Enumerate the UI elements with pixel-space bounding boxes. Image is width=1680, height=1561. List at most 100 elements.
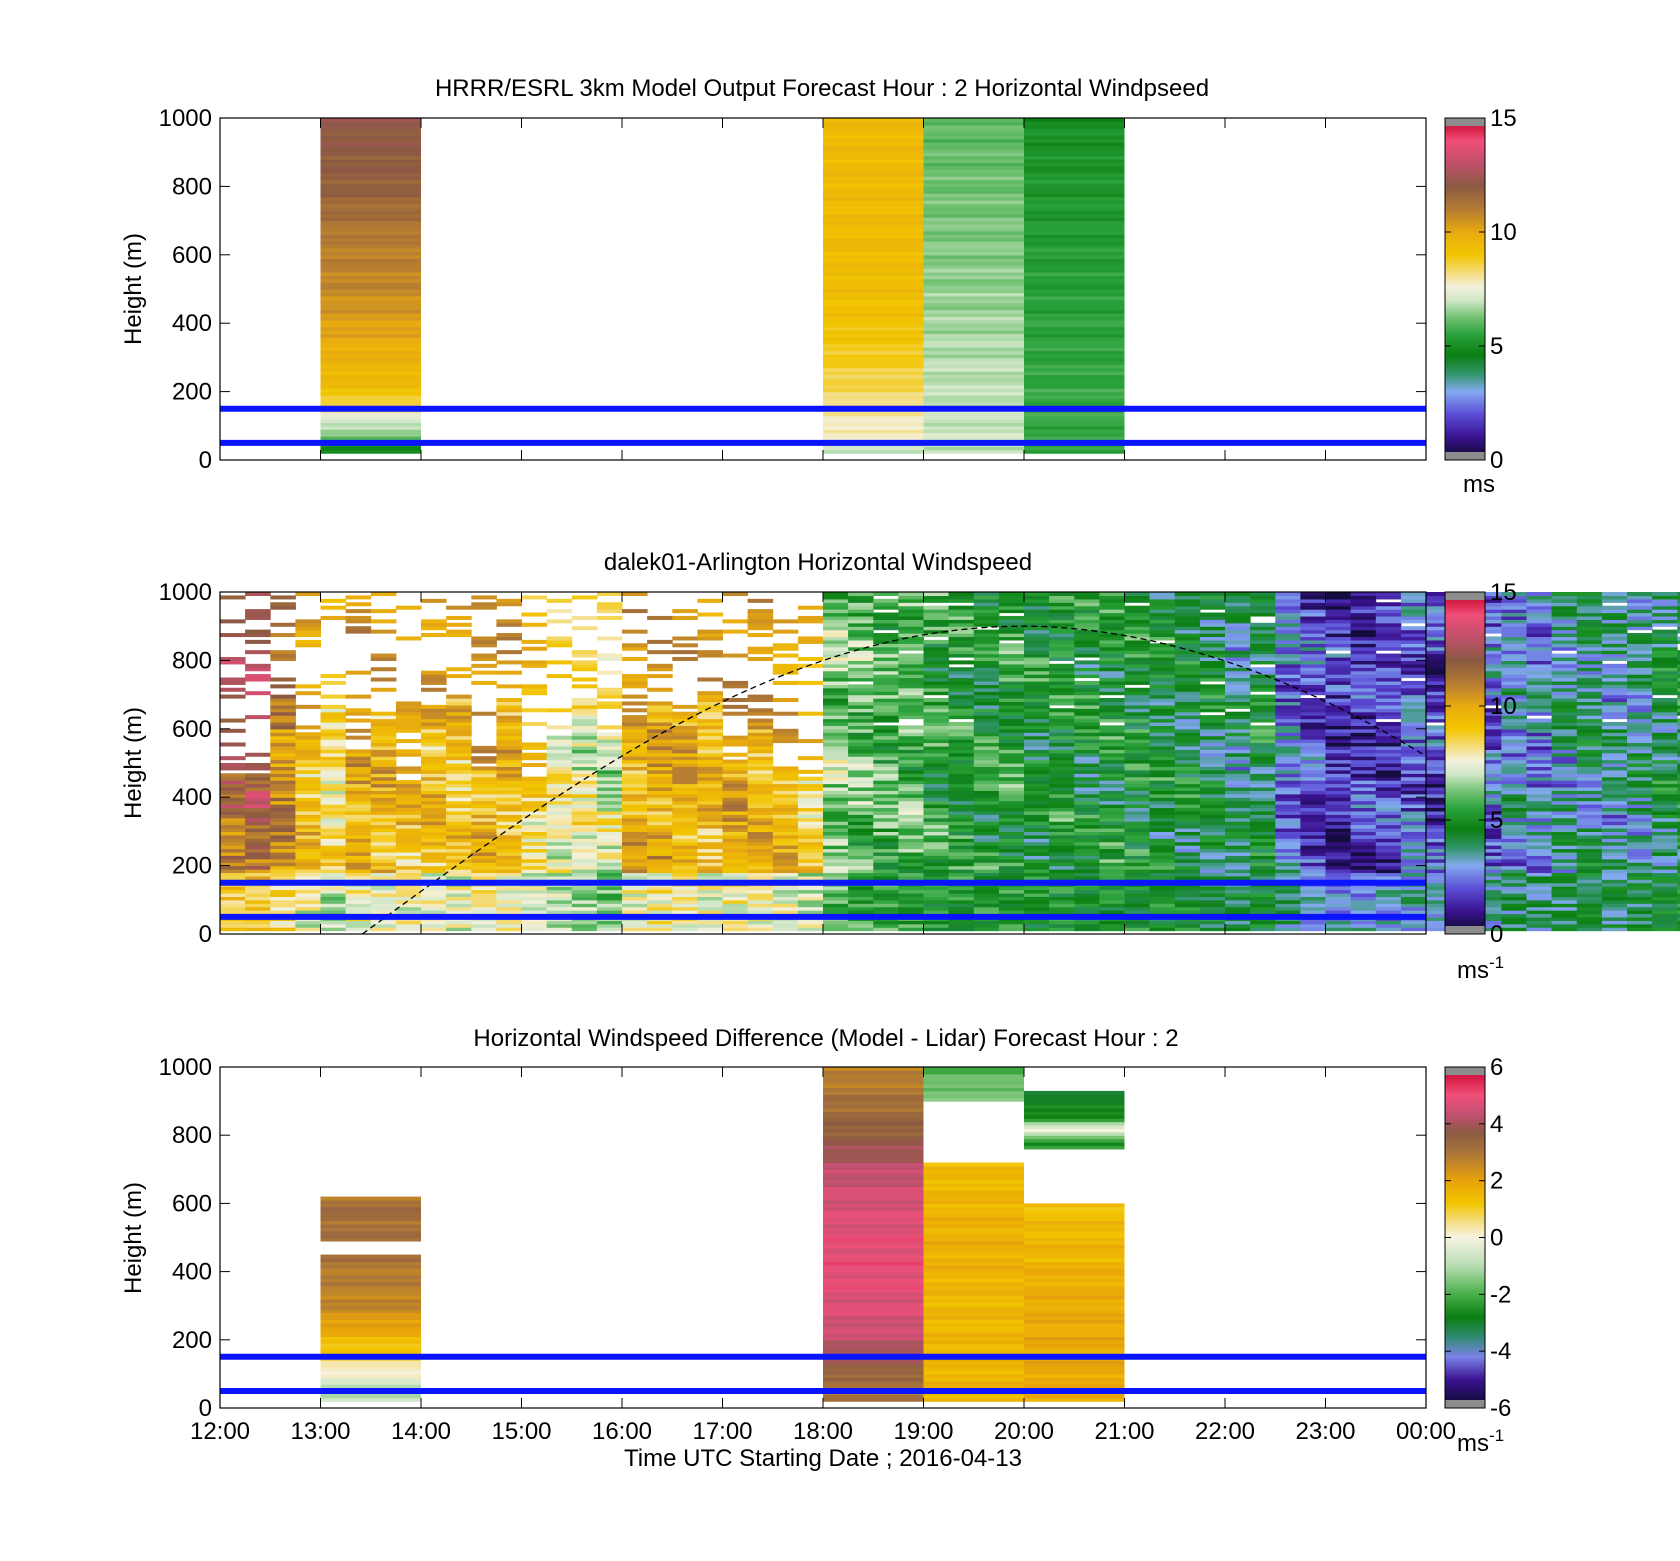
panel-lidar-cell [245,896,271,901]
panel-model-cell [823,316,924,321]
panel-lidar-cell [295,691,321,696]
panel-model-cell [320,213,421,218]
panel-lidar-cell [1426,855,1452,860]
panel-lidar-cell [471,602,497,607]
panel-lidar-cell [1476,807,1502,812]
panel-lidar-cell [823,639,849,644]
panel-lidar-cell [1350,735,1377,740]
panel-lidar-cell [1099,653,1125,658]
panel-lidar-cell [948,848,975,853]
panel-lidar-cell [772,698,799,703]
panel-lidar-cell [270,684,296,689]
panel-lidar-cell [1250,759,1276,764]
panel-model-cell [823,131,924,136]
panel-lidar-cell [697,780,723,785]
panel-lidar-cell [546,920,573,925]
panel-lidar-cell [1300,653,1326,658]
panel-lidar-cell [823,892,849,897]
panel-lidar-cell [873,708,899,713]
panel-model-cell [1024,206,1125,211]
panel-lidar-cell [1225,684,1251,689]
panel-lidar-cell [446,814,472,819]
panel-lidar-cell [320,834,347,839]
panel-lidar-cell [973,694,1000,699]
panel-lidar-cell [873,680,899,685]
panel-lidar-cell [747,810,774,815]
panel-lidar-cell [1074,680,1100,685]
panel-lidar-cell [521,821,548,826]
panel-lidar-cell [873,875,899,880]
panel-lidar-cell [1074,663,1100,668]
panel-lidar-cell [521,927,548,932]
panel-lidar-cell [998,756,1025,761]
panel-lidar-cell [1325,598,1352,603]
panel-lidar-cell [1049,780,1075,785]
panel-lidar-cell [1300,629,1326,634]
panel-lidar-cell [546,841,573,846]
panel-model-cell [1024,179,1125,184]
panel-lidar-cell [898,851,924,856]
panel-lidar-cell [571,739,598,744]
panel-lidar-cell [948,920,975,925]
panel-lidar-cell [1024,650,1050,655]
panel-model-cell [320,121,421,126]
panel-lidar-cell [898,677,924,682]
panel-lidar-cell [1275,814,1301,819]
panel-lidar-cell [1024,701,1050,706]
panel-lidar-cell [1350,800,1377,805]
panel-lidar-cell [948,834,975,839]
panel-lidar-cell [873,776,899,781]
panel-lidar-cell [1124,670,1151,675]
panel-lidar-cell [1174,718,1201,723]
panel-lidar-cell [647,910,673,915]
panel-lidar-cell [998,735,1025,740]
panel-lidar-cell [1400,920,1427,925]
panel-lidar-cell [370,677,397,682]
panel-lidar-cell [973,869,1000,874]
panel-lidar-cell [823,728,849,733]
panel-lidar-cell [848,804,874,809]
panel-lidar-cell [998,821,1025,826]
panel-lidar-cell [471,920,497,925]
panel-lidar-cell [370,742,397,747]
panel-lidar-cell [1275,629,1301,634]
panel-lidar-cell [1325,838,1352,843]
panel-lidar-cell [571,783,598,788]
panel-lidar-cell [345,763,372,768]
panel-lidar-cell [220,831,246,836]
panel-lidar-cell [1149,633,1176,638]
panel-model-cell [823,312,924,317]
panel-lidar-cell [948,732,975,737]
panel-lidar-cell [496,756,522,761]
panel-lidar-cell [697,862,723,867]
panel-lidar-cell [873,807,899,812]
panel-lidar-cell [295,745,321,750]
panel-lidar-cell [1024,776,1050,781]
panel-lidar-cell [1225,595,1251,600]
panel-lidar-cell [873,687,899,692]
panel-lidar-cell [446,756,472,761]
panel-lidar-cell [1124,711,1151,716]
panel-lidar-cell [823,735,849,740]
panel-lidar-cell [747,814,774,819]
panel-lidar-cell [521,875,548,880]
panel-lidar-cell [1476,906,1502,911]
panel-lidar-cell [747,776,774,781]
panel-lidar-cell [948,927,975,932]
panel-model-cell [320,271,421,276]
panel-lidar-cell [923,718,950,723]
panel-lidar-cell [446,701,472,706]
panel-lidar-cell [1426,831,1452,836]
panel-lidar-cell [270,817,296,822]
panel-lidar-cell [1400,605,1427,610]
panel-lidar-cell [1426,879,1452,884]
panel-lidar-cell [1350,845,1377,850]
panel-lidar-cell [1174,728,1201,733]
panel-lidar-cell [1250,810,1276,815]
panel-lidar-cell [270,841,296,846]
panel-lidar-cell [1024,609,1050,614]
panel-lidar-cell [1149,698,1176,703]
panel-lidar-cell [772,797,799,802]
panel-lidar-cell [1049,619,1075,624]
panel-lidar-cell [1426,804,1452,809]
